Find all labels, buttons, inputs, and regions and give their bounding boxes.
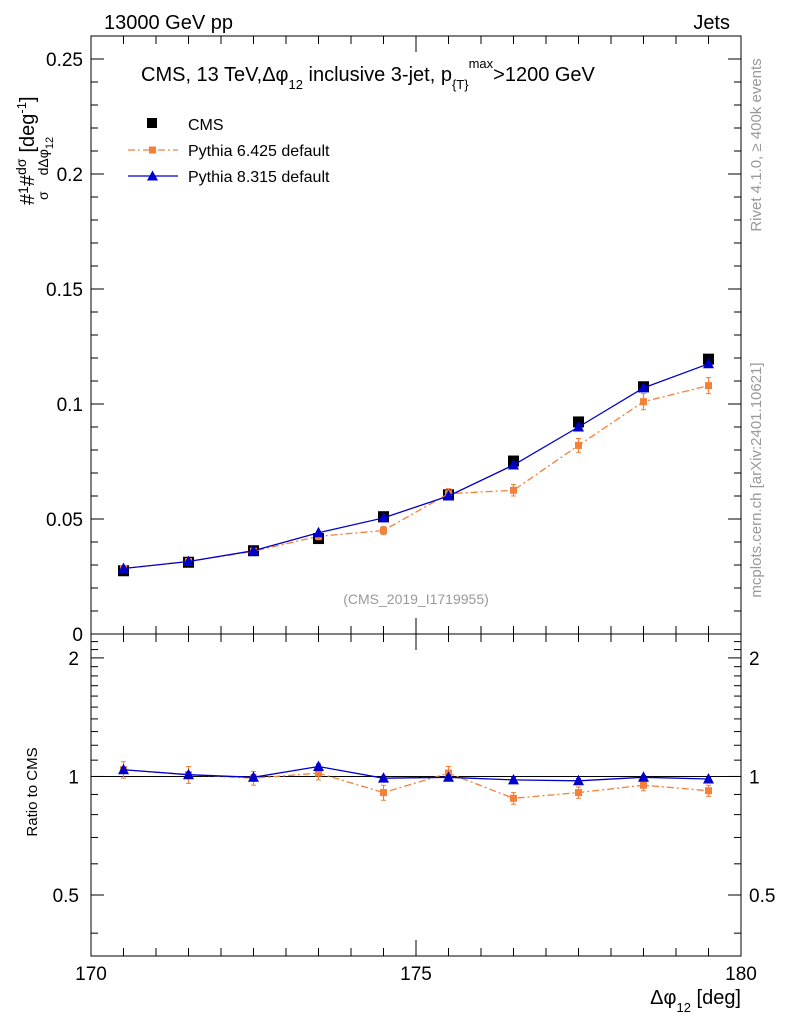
ratio-y-axis-label: Ratio to CMS	[24, 747, 41, 836]
ratio-plot-frame	[90, 633, 742, 957]
main-pythia8-point	[443, 490, 454, 501]
main-axis-ticks: 0 0.05 0.1 0.15 0.2 0.25	[46, 35, 742, 646]
rivet-version-label: Rivet 4.1.0, ≥ 400k events	[748, 58, 765, 231]
main-pythia6-point	[510, 486, 517, 494]
main-pythia6-point	[640, 398, 647, 406]
legend-marker-pythia8	[147, 170, 158, 181]
legend-label-pythia8: Pythia 8.315 default	[188, 169, 330, 186]
x-tick-label: 175	[400, 964, 432, 985]
ratio-y-tick-label: 2	[68, 649, 79, 670]
ratio-pythia8-point	[248, 771, 259, 782]
ratio-data-layer	[118, 760, 714, 805]
ratio-pythia6-point	[315, 769, 322, 777]
main-y-tick-label: 0.1	[57, 395, 83, 416]
ratio-pythia8-point	[313, 760, 324, 771]
ratio-y-tick-label-right: 0.5	[749, 886, 775, 907]
ratio-pythia6-point	[705, 787, 712, 795]
main-data-layer	[118, 353, 714, 577]
x-tick-label: 170	[75, 964, 107, 985]
analysis-id-watermark: (CMS_2019_I1719955)	[343, 591, 489, 607]
mcplots-source-label: mcplots.cern.ch [arXiv:2401.10621]	[748, 362, 765, 597]
plot-title: CMS, 13 TeV,Δφ12 inclusive 3-jet, p{T}ma…	[141, 56, 596, 92]
main-y-tick-label: 0	[72, 625, 83, 646]
ratio-pythia6-point	[640, 781, 647, 789]
main-pythia8-point	[248, 544, 259, 556]
main-y-tick-label: 0.25	[46, 50, 83, 71]
svg-text:#1#dσ[deg-1]: #1#dσ[deg-1]	[13, 96, 39, 205]
main-y-tick-label: 0.05	[46, 510, 83, 531]
main-pythia8-line	[123, 363, 709, 570]
ratio-pythia6-point	[380, 789, 387, 797]
ratio-pythia6-point	[510, 794, 517, 802]
ratio-pythia8-point	[118, 763, 129, 775]
main-y-axis-label-denominator: σdΔφ12	[35, 137, 56, 200]
main-pythia6-point	[575, 441, 582, 449]
ratio-y-tick-label: 0.5	[53, 886, 79, 907]
ratio-pythia8-point	[183, 768, 194, 780]
main-pythia6-point	[705, 382, 712, 390]
header-process-label: Jets	[693, 12, 730, 34]
x-axis-label: Δφ12 [deg]	[650, 987, 741, 1015]
main-pythia6-point	[380, 527, 387, 534]
ratio-pythia8-point	[638, 771, 649, 782]
main-pythia8-point	[378, 511, 389, 523]
legend-marker-pythia6	[149, 146, 156, 154]
ratio-pythia8-point	[703, 773, 714, 784]
ratio-pythia8-line	[123, 765, 709, 782]
ratio-pythia6-line	[123, 769, 709, 799]
ratio-y-tick-label-right: 1	[749, 767, 760, 788]
main-y-tick-label: 0.2	[57, 165, 83, 186]
main-pythia8-point	[638, 381, 649, 393]
main-pythia8-point	[118, 562, 129, 573]
main-y-axis-label: #1#dσ[deg-1] σdΔφ12	[13, 96, 56, 205]
x-tick-label: 180	[725, 964, 757, 985]
ratio-pythia8-point	[508, 773, 519, 785]
ratio-y-tick-label-right: 2	[749, 649, 760, 670]
main-pythia8-point	[183, 555, 194, 567]
main-y-tick-label: 0.15	[46, 280, 83, 301]
ratio-pythia8-point	[443, 771, 454, 782]
main-pythia8-point	[508, 458, 519, 470]
legend-marker-cms	[147, 118, 157, 128]
main-pythia8-point	[313, 526, 324, 538]
ratio-pythia6-point	[575, 789, 582, 797]
main-pythia6-line	[123, 384, 709, 570]
legend: CMS Pythia 6.425 default Pythia 8.315 de…	[128, 117, 330, 186]
ratio-pythia8-point	[573, 774, 584, 786]
ratio-axis-ticks: 0.5 0.5 1 1 2 2 170 175 180	[53, 634, 775, 985]
main-pythia8-point	[703, 357, 714, 369]
header-beam-label: 13000 GeV pp	[104, 12, 233, 34]
legend-label-pythia6: Pythia 6.425 default	[188, 143, 330, 160]
ratio-pythia8-point	[378, 772, 389, 783]
ratio-y-tick-label: 1	[68, 767, 79, 788]
main-pythia8-point	[573, 421, 584, 432]
legend-label-cms: CMS	[188, 117, 224, 134]
